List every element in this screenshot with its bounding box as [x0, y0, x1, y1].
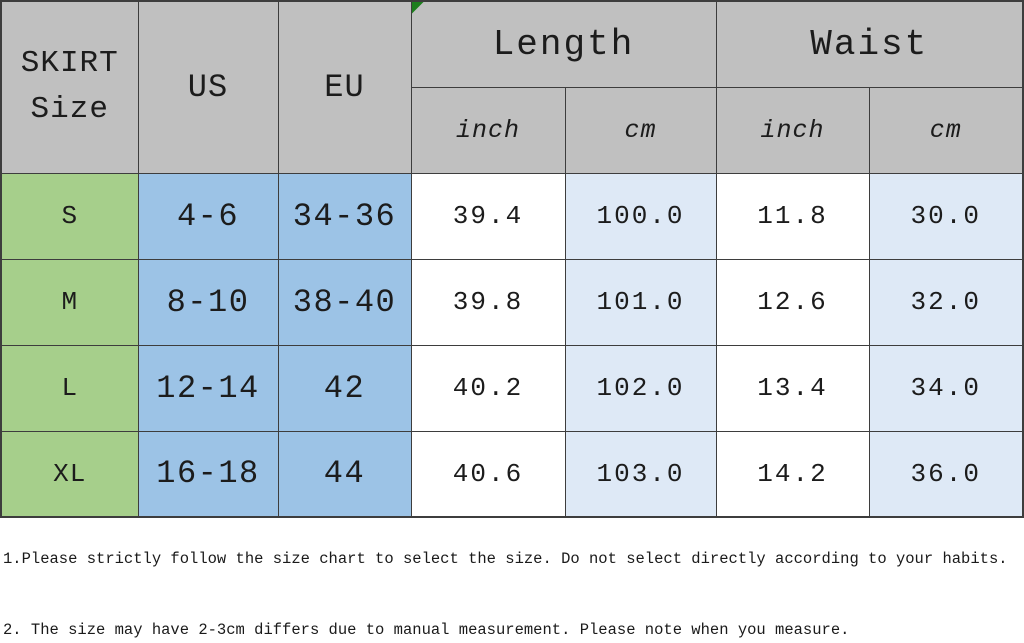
header-length-label: Length — [492, 23, 635, 65]
size-label: L — [0, 344, 139, 432]
eu-value: 34-36 — [277, 172, 412, 260]
table-row-l: L 12-14 42 40.2 102.0 13.4 34.0 — [0, 344, 1024, 432]
length-inch-value: 40.2 — [410, 344, 566, 432]
us-value: 8-10 — [137, 258, 279, 346]
length-cm-value: 101.0 — [564, 258, 717, 346]
waist-cm-value: 34.0 — [868, 344, 1024, 432]
size-label: S — [0, 172, 139, 260]
table-row-s: S 4-6 34-36 39.4 100.0 11.8 30.0 — [0, 172, 1024, 260]
table-row-xl: XL 16-18 44 40.6 103.0 14.2 36.0 — [0, 430, 1024, 518]
length-cm-value: 102.0 — [564, 344, 717, 432]
header-waist-label: Waist — [810, 23, 929, 65]
length-cm-value: 100.0 — [564, 172, 717, 260]
excel-corner-marker-icon — [412, 2, 424, 14]
table-row-m: M 8-10 38-40 39.8 101.0 12.6 32.0 — [0, 258, 1024, 346]
waist-cm-value: 30.0 — [868, 172, 1024, 260]
waist-inch-value: 12.6 — [715, 258, 870, 346]
waist-inch-value: 14.2 — [715, 430, 870, 518]
size-label: M — [0, 258, 139, 346]
header-skirt-size-line2: Size — [30, 92, 109, 128]
waist-cm-value: 36.0 — [868, 430, 1024, 518]
footnote-2: 2. The size may have 2-3cm differs due t… — [3, 621, 850, 639]
waist-cm-value: 32.0 — [868, 258, 1024, 346]
eu-value: 38-40 — [277, 258, 412, 346]
us-value: 12-14 — [137, 344, 279, 432]
header-length-cm: cm — [564, 86, 717, 174]
length-cm-value: 103.0 — [564, 430, 717, 518]
header-skirt-size-line1: SKIRT — [20, 46, 119, 82]
waist-inch-value: 13.4 — [715, 344, 870, 432]
eu-value: 44 — [277, 430, 412, 518]
length-inch-value: 40.6 — [410, 430, 566, 518]
header-waist-cm: cm — [868, 86, 1024, 174]
eu-value: 42 — [277, 344, 412, 432]
header-eu: EU — [277, 0, 412, 174]
length-inch-value: 39.8 — [410, 258, 566, 346]
us-value: 16-18 — [137, 430, 279, 518]
header-waist-inch: inch — [715, 86, 870, 174]
header-length-inch: inch — [410, 86, 566, 174]
header-waist: Waist — [715, 0, 1024, 88]
header-length: Length — [410, 0, 717, 88]
waist-inch-value: 11.8 — [715, 172, 870, 260]
header-us: US — [137, 0, 279, 174]
us-value: 4-6 — [137, 172, 279, 260]
size-label: XL — [0, 430, 139, 518]
length-inch-value: 39.4 — [410, 172, 566, 260]
size-chart-table: SKIRT Size US EU Length Waist inch cm in… — [0, 0, 1024, 518]
header-skirt-size: SKIRT Size — [0, 0, 139, 174]
footnote-1: 1.Please strictly follow the size chart … — [3, 550, 1008, 568]
